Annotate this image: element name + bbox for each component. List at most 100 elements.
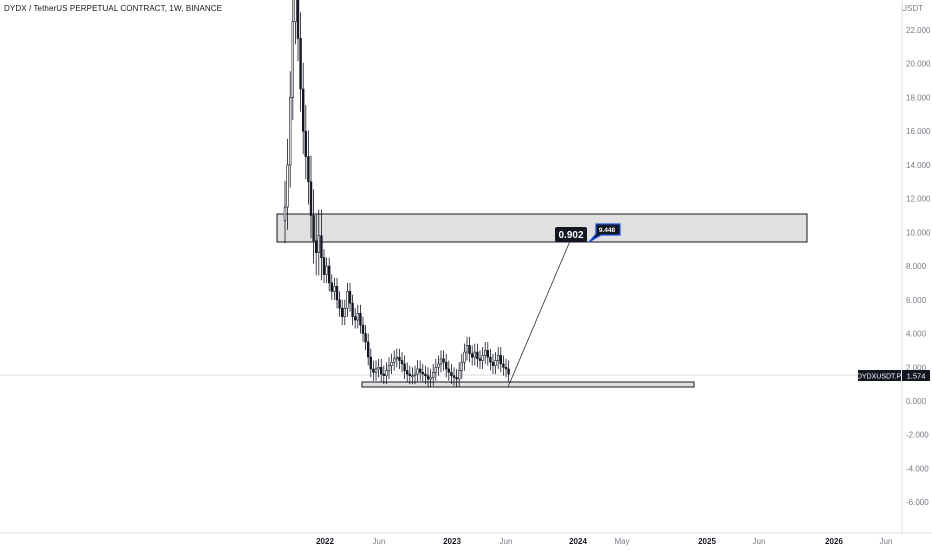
candle-body[interactable] xyxy=(452,375,456,378)
candle-body[interactable] xyxy=(431,372,435,378)
target-label: 9.448 xyxy=(599,227,616,234)
candle-body[interactable] xyxy=(382,373,385,377)
candle-body[interactable] xyxy=(309,181,313,216)
candle-body[interactable] xyxy=(442,358,445,363)
candle-body[interactable] xyxy=(351,302,354,317)
candle-body[interactable] xyxy=(312,215,315,242)
candle-body[interactable] xyxy=(333,286,336,292)
candle-body[interactable] xyxy=(346,291,349,309)
candle-body[interactable] xyxy=(405,370,409,375)
candle-body[interactable] xyxy=(325,265,328,275)
candle-body[interactable] xyxy=(400,360,404,365)
candle-body[interactable] xyxy=(463,351,466,363)
candle-body[interactable] xyxy=(288,97,292,166)
candle-body[interactable] xyxy=(372,368,375,373)
candle-body[interactable] xyxy=(385,370,388,377)
candle-body[interactable] xyxy=(320,235,323,258)
candle-body[interactable] xyxy=(296,0,300,39)
candle-body[interactable] xyxy=(496,355,500,361)
candle-body[interactable] xyxy=(447,368,450,373)
candle-body[interactable] xyxy=(489,356,492,363)
candle-body[interactable] xyxy=(460,361,463,371)
candle-body[interactable] xyxy=(379,366,383,375)
candle-body[interactable] xyxy=(374,368,378,373)
candle-body[interactable] xyxy=(439,358,443,365)
candle-body[interactable] xyxy=(387,365,391,371)
candle-body[interactable] xyxy=(429,377,432,380)
candle-body[interactable] xyxy=(421,372,424,375)
candle-body[interactable] xyxy=(457,370,461,380)
candle-body[interactable] xyxy=(424,373,427,377)
candle-body[interactable] xyxy=(330,282,333,292)
candle-body[interactable] xyxy=(418,368,422,373)
candle-body[interactable] xyxy=(340,307,344,317)
price-unit-label: USDT xyxy=(901,4,923,13)
candle-body[interactable] xyxy=(411,375,414,378)
candle-body[interactable] xyxy=(327,265,331,284)
candle-body[interactable] xyxy=(494,360,497,366)
candle-body[interactable] xyxy=(491,361,495,366)
candle-body[interactable] xyxy=(455,377,458,380)
ratio-label: 0.902 xyxy=(558,230,583,241)
candle-body[interactable] xyxy=(338,299,341,309)
candle-body[interactable] xyxy=(294,0,297,22)
candle-body[interactable] xyxy=(361,324,365,334)
candle-body[interactable] xyxy=(450,372,453,377)
candle-body[interactable] xyxy=(343,307,346,317)
candle-body[interactable] xyxy=(377,366,380,370)
candle-body[interactable] xyxy=(395,356,398,360)
candle-body[interactable] xyxy=(359,313,362,326)
candle-body[interactable] xyxy=(304,130,307,157)
candle-body[interactable] xyxy=(444,361,448,370)
candle-body[interactable] xyxy=(468,345,471,355)
candle-body[interactable] xyxy=(408,373,411,377)
candle-body[interactable] xyxy=(301,88,305,132)
candle-body[interactable] xyxy=(364,333,367,343)
support-zone[interactable] xyxy=(361,381,695,388)
price-tick-label: 8.000 xyxy=(906,262,927,271)
candle-body[interactable] xyxy=(478,358,482,361)
candle-body[interactable] xyxy=(356,313,359,321)
time-ticks: 2022 Jun 2023 Jun 2024 May 2025 Jun 2026 Jun xyxy=(316,537,892,546)
price-tick-label: 22.000 xyxy=(906,26,931,35)
candle-body[interactable] xyxy=(314,240,318,253)
candle-body[interactable] xyxy=(470,353,474,358)
candle-body[interactable] xyxy=(317,235,320,253)
candle-body[interactable] xyxy=(366,341,370,358)
candle-body[interactable] xyxy=(504,366,508,370)
price-tick-label: -2.000 xyxy=(906,431,929,440)
candle-body[interactable] xyxy=(486,350,489,358)
candle-body[interactable] xyxy=(434,366,437,373)
candle-body[interactable] xyxy=(499,355,502,365)
candle-body[interactable] xyxy=(353,316,357,321)
candle-body[interactable] xyxy=(286,164,289,208)
candle-body[interactable] xyxy=(476,351,479,360)
candle-body[interactable] xyxy=(437,363,440,368)
candle-body[interactable] xyxy=(390,361,393,366)
candle-body[interactable] xyxy=(335,286,339,301)
candle-body[interactable] xyxy=(483,350,487,356)
price-tick-label: 12.000 xyxy=(906,195,931,204)
candle-body[interactable] xyxy=(413,373,417,377)
candle-body[interactable] xyxy=(473,351,476,358)
candle-body[interactable] xyxy=(398,356,401,361)
candle-body[interactable] xyxy=(392,358,396,363)
candle-body[interactable] xyxy=(502,363,505,368)
candle-body[interactable] xyxy=(307,156,310,183)
candle-body[interactable] xyxy=(426,375,430,380)
candle-body[interactable] xyxy=(291,21,294,98)
candle-body[interactable] xyxy=(465,345,469,353)
resistance-zone[interactable] xyxy=(276,213,808,243)
candle-body[interactable] xyxy=(299,38,302,90)
candle-body[interactable] xyxy=(403,363,406,371)
candle-body[interactable] xyxy=(481,355,484,361)
price-tick-label: 14.000 xyxy=(906,161,931,170)
candle-body[interactable] xyxy=(322,257,326,275)
projection-line[interactable] xyxy=(507,240,571,388)
candle-body[interactable] xyxy=(507,368,510,375)
candle-body[interactable] xyxy=(416,368,419,375)
candle-body[interactable] xyxy=(369,356,372,370)
candle-body[interactable] xyxy=(283,206,287,221)
candle-body[interactable] xyxy=(348,291,352,304)
